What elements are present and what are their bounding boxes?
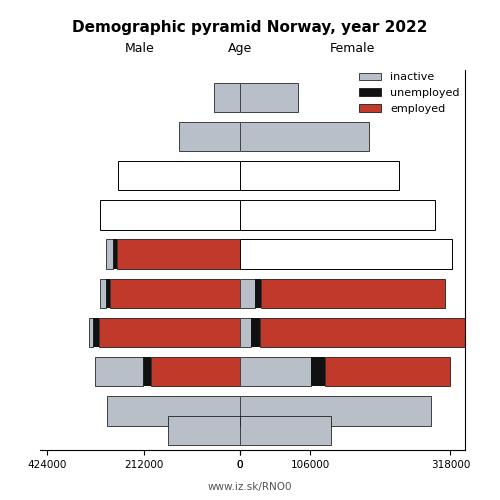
Text: Age: Age: [228, 42, 252, 55]
Bar: [252, 318, 260, 347]
Bar: [95, 357, 142, 386]
Bar: [326, 357, 450, 386]
Bar: [240, 278, 254, 308]
Bar: [240, 318, 252, 347]
Bar: [240, 200, 435, 230]
Bar: [168, 416, 240, 445]
Bar: [118, 240, 240, 269]
Text: Female: Female: [330, 42, 375, 55]
Bar: [260, 318, 470, 347]
Bar: [99, 318, 240, 347]
Bar: [108, 396, 240, 426]
Bar: [240, 416, 332, 445]
Text: 75: 75: [240, 132, 256, 141]
Legend: inactive, unemployed, employed: inactive, unemployed, employed: [354, 68, 464, 118]
Bar: [254, 278, 261, 308]
Text: Male: Male: [125, 42, 155, 55]
Text: 55: 55: [240, 210, 256, 220]
Bar: [152, 357, 240, 386]
Bar: [240, 357, 312, 386]
Bar: [240, 396, 430, 426]
Bar: [106, 278, 110, 308]
Text: 45: 45: [240, 249, 256, 259]
Bar: [214, 82, 240, 112]
Text: 5: 5: [240, 406, 250, 416]
Bar: [240, 82, 298, 112]
Bar: [110, 278, 240, 308]
Bar: [93, 318, 99, 347]
Bar: [312, 357, 326, 386]
Text: Demographic pyramid Norway, year 2022: Demographic pyramid Norway, year 2022: [72, 20, 428, 35]
Bar: [240, 161, 399, 190]
Bar: [106, 240, 113, 269]
Bar: [261, 278, 445, 308]
Bar: [100, 278, 106, 308]
Text: 25: 25: [240, 328, 256, 338]
Text: 0: 0: [240, 426, 250, 436]
Text: 85: 85: [240, 92, 256, 102]
Bar: [89, 318, 93, 347]
Text: 35: 35: [240, 288, 256, 298]
Bar: [240, 122, 369, 152]
Bar: [178, 122, 240, 152]
Bar: [118, 161, 240, 190]
Text: 65: 65: [240, 171, 256, 181]
Bar: [240, 240, 452, 269]
Bar: [100, 200, 240, 230]
Text: www.iz.sk/RNO0: www.iz.sk/RNO0: [208, 482, 292, 492]
Bar: [113, 240, 117, 269]
Bar: [142, 357, 152, 386]
Text: 15: 15: [240, 366, 256, 376]
